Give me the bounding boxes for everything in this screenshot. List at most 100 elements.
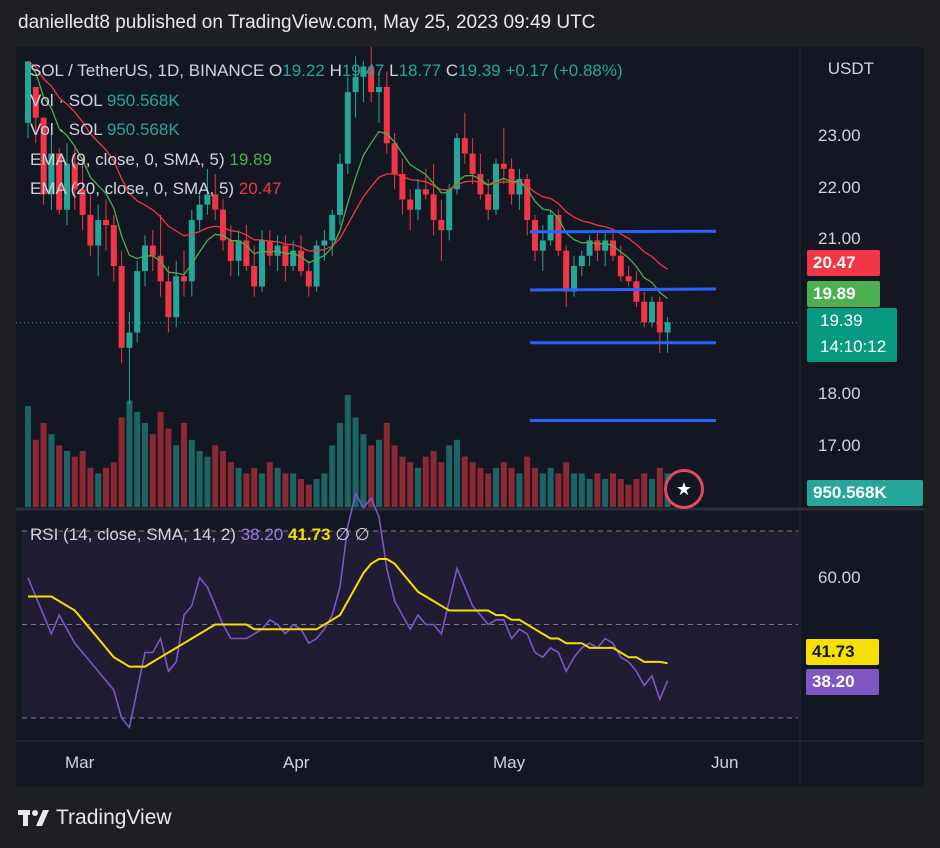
price-tick-22: 22.00	[818, 178, 861, 197]
price-tick-21: 21.00	[818, 229, 861, 248]
candle-body	[321, 240, 328, 246]
candle-body	[32, 87, 39, 118]
volume-bar	[610, 473, 616, 507]
volume-bar	[555, 473, 562, 507]
candle-body	[290, 250, 297, 266]
volume-bar	[266, 462, 273, 507]
volume-bar	[625, 484, 632, 507]
candle-body	[430, 194, 437, 220]
candle-body	[485, 194, 492, 210]
footer-brand[interactable]: TradingView	[18, 806, 172, 830]
volume-bar	[79, 451, 86, 507]
candle-body	[149, 245, 156, 256]
volume-bar	[477, 467, 484, 507]
volume-bar	[454, 439, 460, 507]
volume-bar	[134, 411, 141, 507]
volume-bar	[64, 451, 70, 507]
rsi-legend[interactable]: RSI (14, close, SMA, 14, 2) 38.20 41.73 …	[30, 525, 370, 545]
candle-body	[337, 163, 343, 215]
volume-bar	[352, 417, 359, 507]
price-tick-23: 23.00	[818, 126, 861, 145]
ema20-legend[interactable]: EMA (20, close, 0, SMA, 5) 20.47	[30, 179, 281, 199]
ema9-legend[interactable]: EMA (9, close, 0, SMA, 5) 19.89	[30, 150, 272, 170]
candle-body	[360, 66, 367, 77]
currency-label[interactable]: USDT	[827, 59, 874, 78]
candle-body	[71, 163, 78, 190]
volume-bar	[578, 473, 585, 507]
candle-body	[602, 240, 609, 251]
volume-bar	[212, 445, 219, 507]
us-flag-icon[interactable]: ★	[664, 469, 704, 509]
volume-bar	[157, 411, 164, 507]
volume-legend-1[interactable]: Vol · SOL 950.568K	[30, 91, 180, 111]
volume-bar	[196, 451, 203, 507]
volume-bar	[40, 423, 47, 507]
chart-canvas[interactable]	[16, 47, 924, 787]
volume-value-1: 950.568K	[106, 91, 180, 110]
price-tick-17: 17.00	[818, 436, 861, 455]
candle-body	[649, 301, 655, 323]
volume-bar	[235, 467, 242, 507]
volume-bar	[344, 395, 351, 507]
candle-body	[493, 163, 499, 210]
candle-body	[142, 245, 148, 272]
rsi-ma-value: 41.73	[287, 525, 331, 544]
volume-bar	[274, 467, 281, 507]
rsi-value: 38.20	[240, 525, 284, 544]
volume-bar	[461, 456, 468, 507]
volume-bar	[594, 473, 601, 507]
candle-body	[625, 276, 632, 282]
volume-bar	[126, 400, 133, 507]
candle-body	[157, 255, 164, 282]
candle-body	[352, 76, 359, 93]
symbol-label[interactable]: SOL / TetherUS, 1D, BINANCE	[30, 61, 265, 80]
volume-bar	[633, 479, 640, 507]
volume-bar	[188, 439, 195, 507]
publisher-line: danielledt8 published on TradingView.com…	[18, 12, 596, 33]
volume-bar	[290, 473, 297, 507]
candle-body	[126, 332, 133, 348]
volume-bar	[259, 473, 265, 507]
volume-bar	[251, 467, 258, 507]
volume-bar	[493, 467, 499, 507]
candle-body	[95, 219, 102, 246]
chart-frame[interactable]: SOL / TetherUS, 1D, BINANCE O19.22 H19.4…	[16, 47, 924, 787]
candle-body	[220, 209, 226, 241]
volume-bar	[649, 479, 655, 507]
candle-body	[282, 245, 289, 266]
time-tick-apr: Apr	[283, 753, 310, 772]
candle-body	[103, 219, 109, 226]
change-value: +0.17 (+0.88%)	[505, 61, 623, 80]
time-tick-mar: Mar	[65, 753, 95, 772]
rsi-ma-line	[28, 558, 668, 668]
volume-bar	[532, 467, 538, 507]
volume-bar	[617, 479, 624, 507]
volume-bar	[430, 451, 437, 507]
ema9-line	[27, 61, 668, 300]
close-value: 19.39	[458, 61, 501, 80]
candle-body	[235, 240, 242, 261]
volume-bar	[383, 423, 390, 507]
tradingview-logo-icon	[18, 810, 49, 826]
volume-bar	[368, 445, 375, 507]
candle-body	[446, 189, 453, 231]
support-resistance-line	[529, 287, 717, 292]
candle-body	[376, 87, 382, 93]
candle-body	[305, 271, 312, 287]
time-tick-jun: Jun	[711, 753, 739, 772]
candle-body	[134, 271, 141, 333]
volume-bar	[298, 479, 304, 507]
volume-bar	[95, 473, 102, 507]
volume-bar	[563, 462, 570, 507]
candle-body	[500, 163, 507, 169]
volume-bar	[110, 462, 117, 507]
candle-body	[188, 219, 195, 282]
volume-label-1: Vol · SOL	[30, 91, 103, 110]
volume-bar	[282, 473, 289, 507]
low-value: 18.77	[398, 61, 442, 80]
candle-body	[368, 66, 375, 93]
candle-body	[391, 143, 398, 174]
volume-legend-2[interactable]: Vol · SOL 950.568K	[30, 120, 180, 140]
candle-body	[664, 322, 671, 333]
volume-bar	[446, 445, 453, 507]
